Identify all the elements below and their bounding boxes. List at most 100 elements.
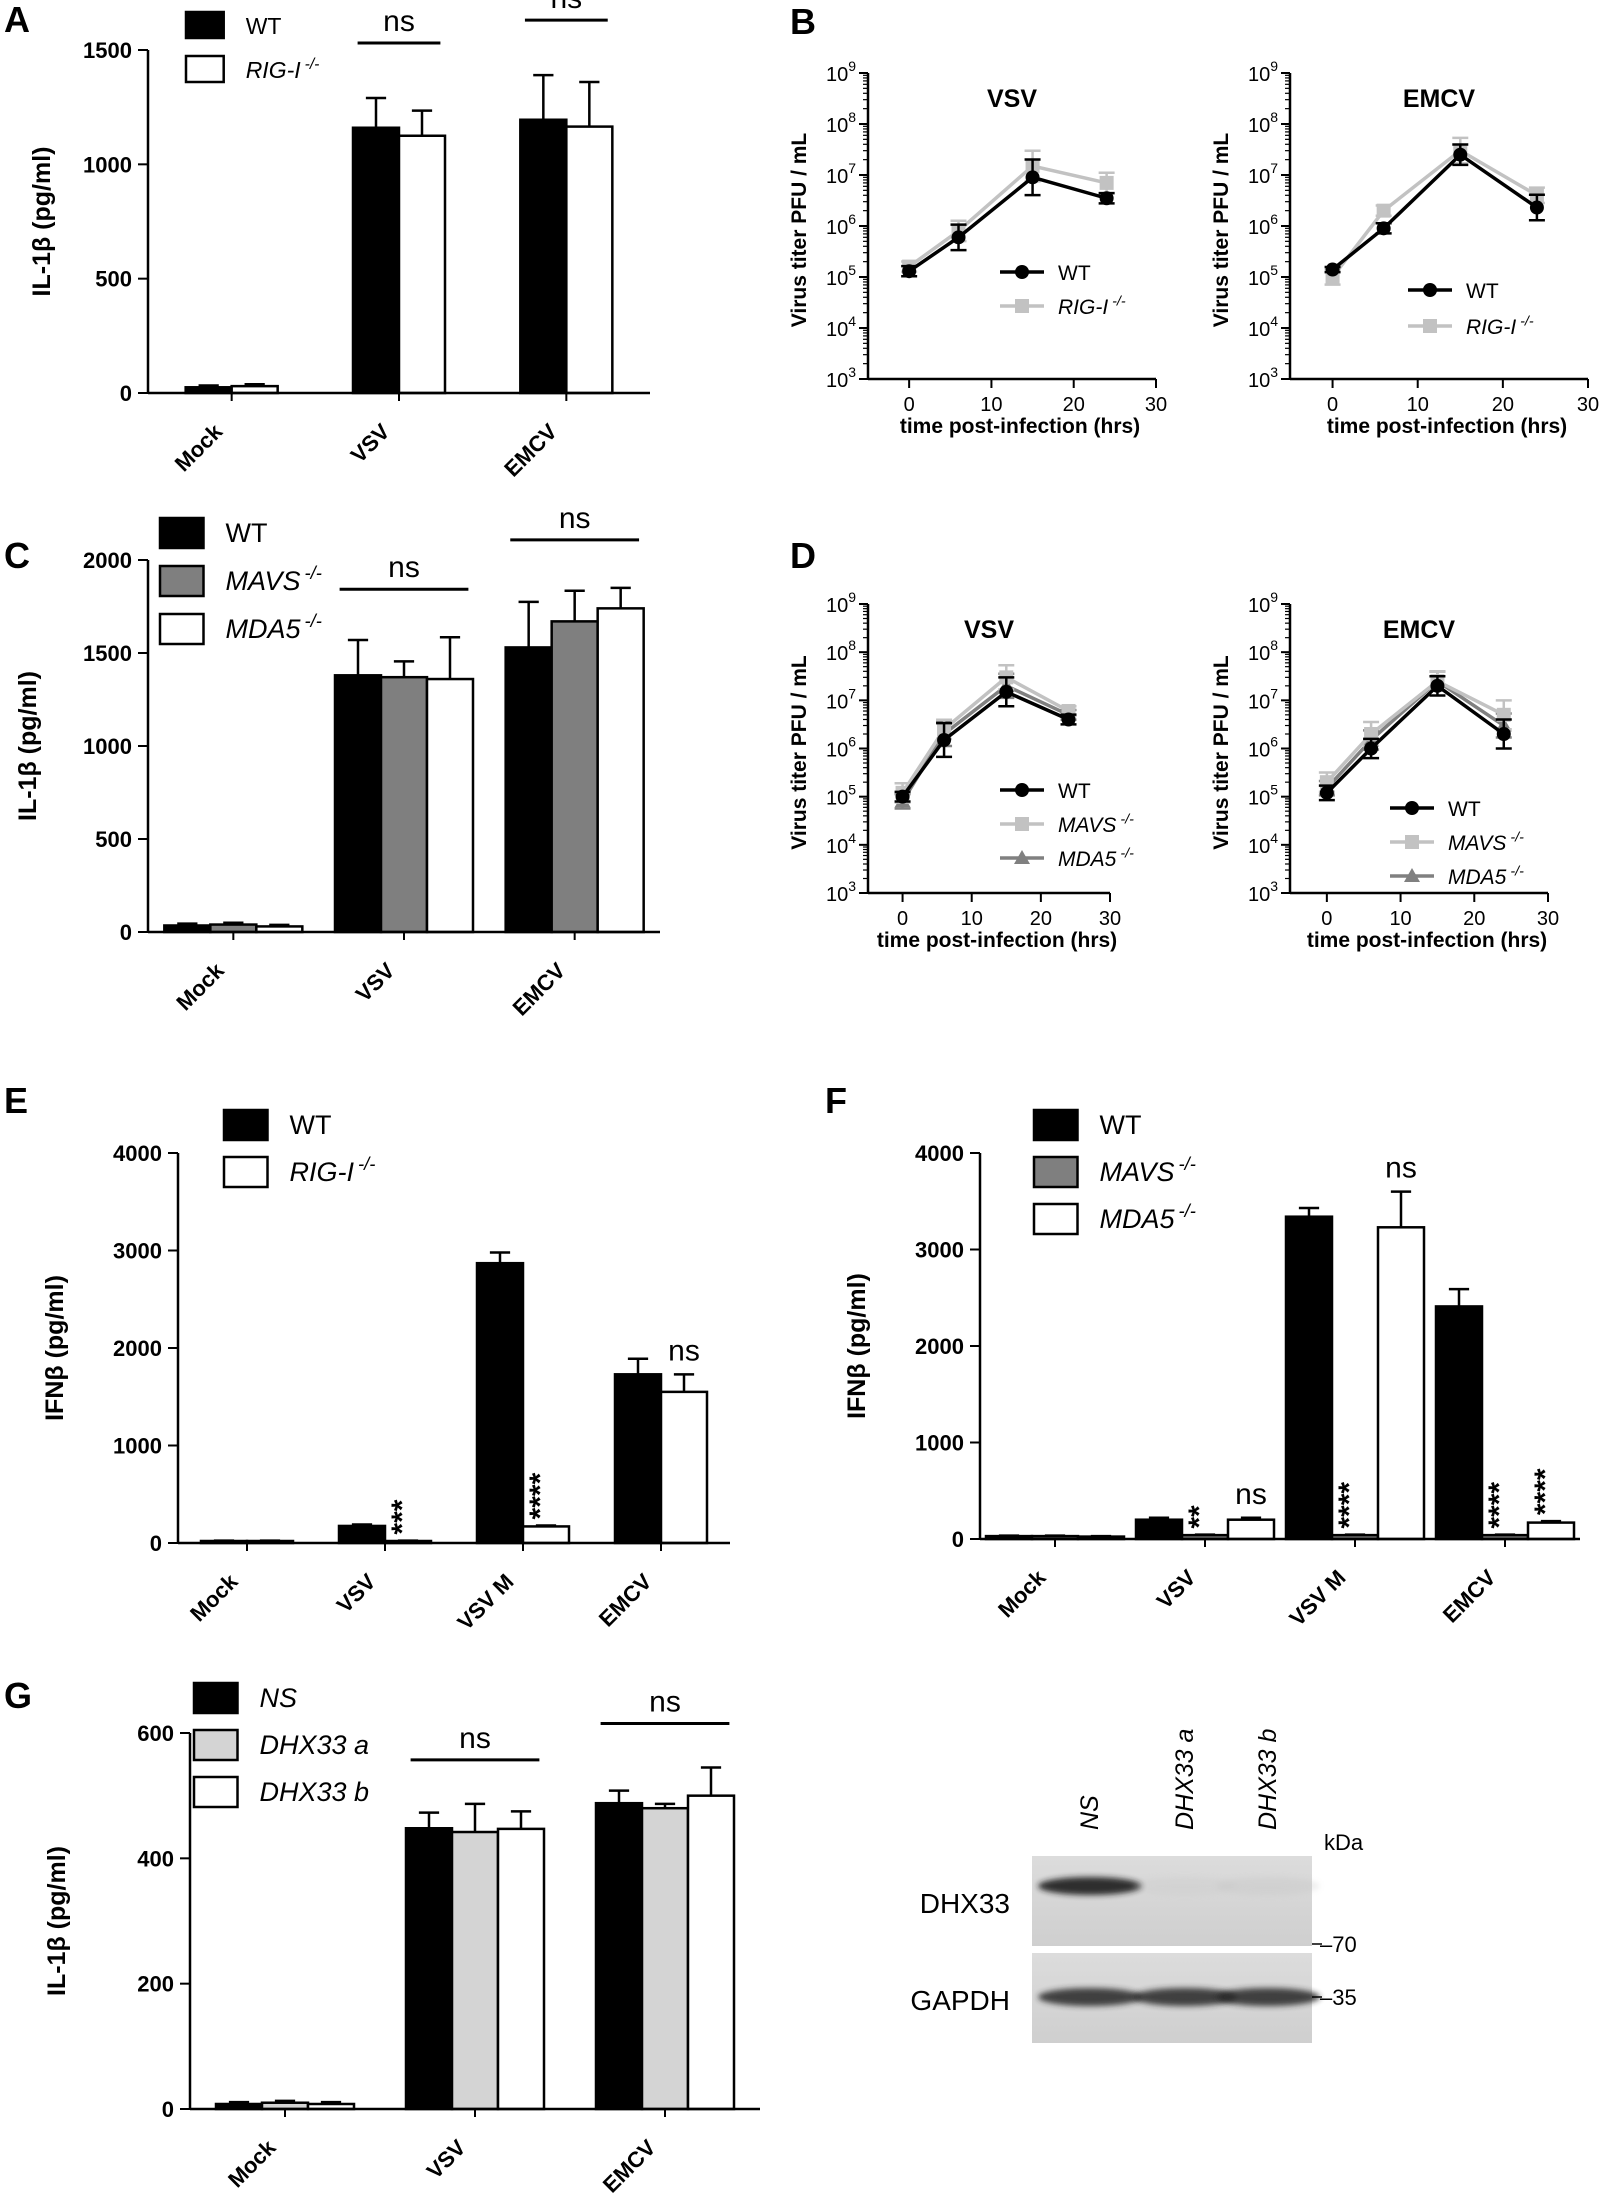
- y-tick-label: 103: [1248, 364, 1278, 392]
- legend-marker-wt: [1015, 265, 1029, 279]
- legend-swatch-wt: [1032, 1108, 1079, 1142]
- significance-stars: **: [1183, 1505, 1216, 1529]
- legend-marker-rig-i: [1423, 319, 1437, 333]
- y-tick-label: 1000: [915, 1431, 964, 1456]
- category-label-vsv-m: VSV M: [1284, 1565, 1350, 1631]
- chart-F: Mock VSV VSV M EMCV 0 1000 2000 3000 4000 IFNβ (p…: [825, 1080, 1580, 1631]
- significance-stars: ***: [386, 1499, 419, 1534]
- marker-label: –70: [1320, 1932, 1357, 1957]
- legend-label-dhx33-b: DHX33 b: [260, 1777, 370, 1807]
- y-axis-label: Virus titer PFU / mL: [788, 655, 811, 850]
- point-wt: [1529, 200, 1544, 215]
- category-label-emcv: EMCV: [508, 958, 571, 1021]
- legend-swatch-wt: [222, 1108, 269, 1142]
- category-label-vsv-m: VSV M: [452, 1569, 518, 1635]
- x-tick-label: 0: [897, 908, 908, 930]
- significance-label: ns: [1385, 1152, 1417, 1185]
- legend-label-dhx33-a: DHX33 a: [260, 1730, 370, 1760]
- legend-label-wt: WT: [246, 13, 282, 39]
- series-line-mavs: [901, 675, 1070, 794]
- legend-marker-mda5: [1014, 850, 1030, 864]
- y-tick-label: 104: [1248, 313, 1278, 341]
- significance-label: ns: [649, 1685, 681, 1718]
- bar-dhx33-b-vsv: [496, 1827, 546, 2111]
- panel-label-f: F: [825, 1080, 847, 1121]
- legend-label-wt: WT: [226, 518, 268, 548]
- legend-swatch-rig-i: [222, 1155, 269, 1189]
- category-label-vsv: VSV: [351, 958, 400, 1007]
- chart-A: Mock VSV EMCV 0 500 1000 1500 IL-1β (pg/ml) Ans n…: [4, 0, 650, 481]
- y-tick-label: 109: [826, 58, 856, 86]
- y-tick-label: 2000: [83, 548, 132, 573]
- significance-stars: ****: [1483, 1482, 1516, 1529]
- x-tick-label: 0: [1321, 908, 1332, 930]
- panel-label-c: C: [4, 535, 30, 576]
- category-label-emcv: EMCV: [594, 1569, 657, 1632]
- panel-label-a: A: [4, 0, 30, 40]
- significance-label: ns: [383, 5, 415, 38]
- y-tick-label: 106: [826, 734, 856, 762]
- y-tick-label: 109: [1248, 589, 1278, 617]
- point-rig-i: [1099, 175, 1114, 190]
- series-line-mda5: [1325, 678, 1505, 790]
- category-label-vsv: VSV: [1152, 1565, 1201, 1614]
- legend-swatch-mda5: [158, 612, 205, 646]
- point-wt: [1376, 221, 1391, 236]
- bar-mda5-vsv: [1226, 1518, 1276, 1541]
- legend-swatch-mavs: [158, 564, 205, 598]
- legend-label-rig-i: RIG-I -/-: [1466, 314, 1534, 339]
- x-tick-label: 10: [1407, 394, 1429, 416]
- chart-title: VSV: [987, 85, 1037, 113]
- x-tick-label: 20: [1463, 908, 1485, 930]
- point-wt: [1364, 741, 1379, 756]
- x-tick-label: 30: [1145, 394, 1167, 416]
- point-wt: [937, 733, 952, 748]
- band: [1038, 1988, 1142, 2006]
- blot-row-label-gapdh: GAPDH: [910, 1985, 1010, 2016]
- x-axis-label: time post-infection (hrs): [1307, 929, 1547, 952]
- legend-swatch-rig-i: [184, 54, 225, 84]
- y-axis-label: Virus titer PFU / mL: [1210, 655, 1233, 850]
- bar-rig-i-vsv: [397, 134, 447, 395]
- bar-wt-vsv: [1134, 1518, 1184, 1541]
- legend-label-wt: WT: [1448, 798, 1481, 821]
- chart-E: Mock VSV VSV M EMCV 0 1000 2000 3000 4000 IFNβ (p…: [4, 1080, 730, 1635]
- bar-rig-i-vsv-m: [521, 1525, 571, 1545]
- legend-label-mavs: MAVS -/-: [1100, 1153, 1196, 1187]
- category-label-emcv: EMCV: [598, 2135, 661, 2198]
- lane-label-ns: NS: [1076, 1795, 1104, 1830]
- significance-label: ns: [550, 0, 582, 15]
- lane-label-dhx33-a: DHX33 a: [1171, 1728, 1199, 1830]
- legend-marker-mavs: [1405, 835, 1419, 849]
- legend-swatch-dhx33-a: [192, 1728, 239, 1762]
- legend-label-wt: WT: [1466, 280, 1499, 303]
- x-tick-label: 30: [1577, 394, 1599, 416]
- bar-wt-vsv: [337, 1524, 387, 1545]
- significance-stars: ****: [1529, 1468, 1562, 1515]
- western-blot: NS DHX33 a DHX33 b kDa DHX33 –70 GAPDH –35: [910, 1728, 1364, 2043]
- legend-swatch-wt: [158, 516, 205, 550]
- legend-label-mavs: MAVS -/-: [1448, 830, 1524, 855]
- y-axis-label: IFNβ (pg/ml): [843, 1273, 871, 1419]
- point-wt: [951, 230, 966, 245]
- legend-label-mavs: MAVS -/-: [1058, 812, 1134, 837]
- bar-dhx33-b-emcv: [686, 1794, 736, 2111]
- series-line-mda5: [901, 683, 1070, 803]
- y-axis-label: IL-1β (pg/ml): [28, 147, 56, 297]
- band: [1216, 1988, 1320, 2006]
- y-tick-label: 1000: [83, 152, 132, 177]
- series-line-wt: [901, 689, 1070, 798]
- legend-marker-rig-i: [1015, 299, 1029, 313]
- category-label-mock: Mock: [185, 1568, 243, 1626]
- y-tick-label: 500: [95, 267, 132, 292]
- point-wt: [895, 789, 910, 804]
- legend-label-rig-i: RIG-I -/-: [290, 1153, 376, 1187]
- blot-row-dhx33: [1032, 1856, 1312, 1946]
- x-axis-label: time post-infection (hrs): [1327, 415, 1567, 438]
- legend-label-rig-i: RIG-I -/-: [1058, 294, 1126, 319]
- y-tick-label: 105: [826, 782, 856, 810]
- legend-label-wt: WT: [1100, 1110, 1142, 1140]
- legend-marker-mavs: [1015, 817, 1029, 831]
- legend-label-mda5: MDA5 -/-: [226, 610, 322, 644]
